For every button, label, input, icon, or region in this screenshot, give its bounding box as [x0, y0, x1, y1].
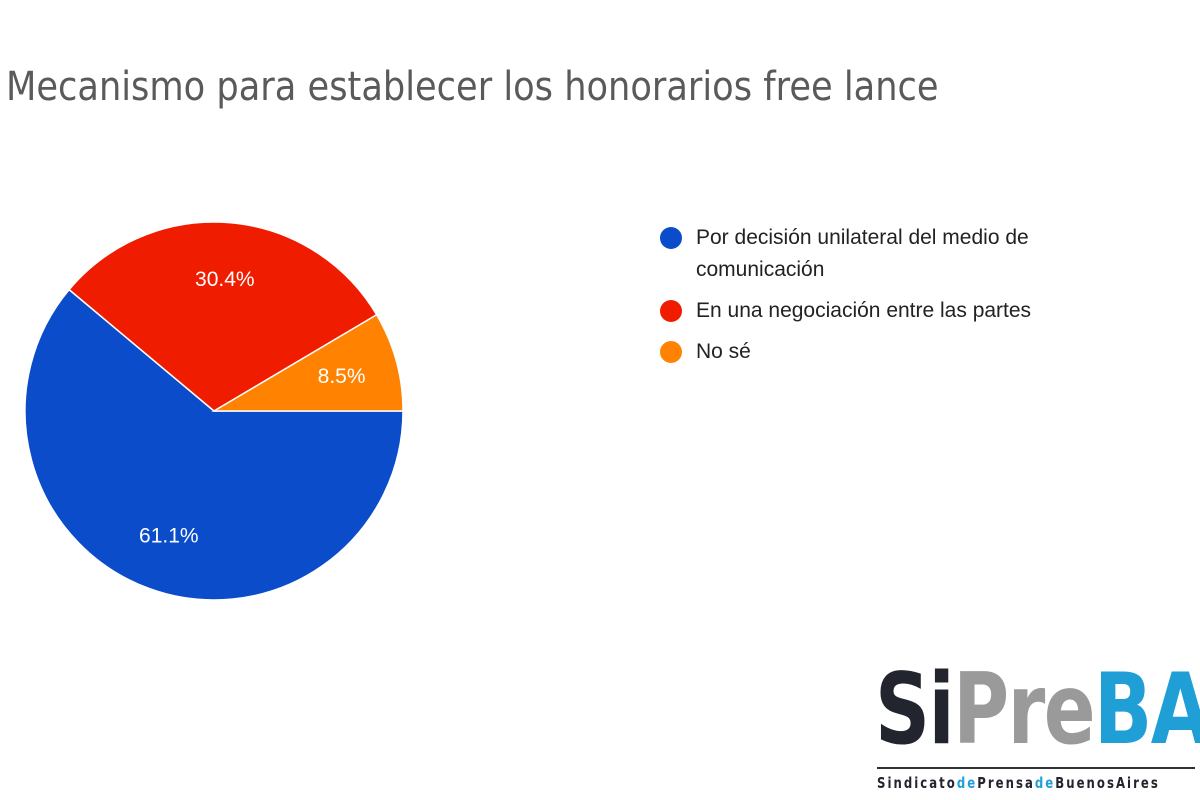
- logo-subtitle-part: BuenosAires: [1055, 774, 1160, 792]
- logo-subtitle-part: de: [956, 774, 978, 792]
- pie-slice-unilateral[interactable]: [24, 288, 404, 601]
- logo-subtitle-part: de: [1034, 774, 1056, 792]
- logo-subtitle: SindicatodePrensadeBuenosAires: [877, 774, 1160, 792]
- logo-divider: [877, 767, 1195, 769]
- logo-subtitle-part: Sindicato: [877, 774, 957, 792]
- pie-chart-svg: 61.1% 30.4% 8.5%: [24, 221, 404, 601]
- logo-ba: BA: [1094, 653, 1200, 767]
- legend-dot-icon: [660, 227, 682, 249]
- pie-slice-negociacion[interactable]: [68, 221, 378, 412]
- legend-item-no-se[interactable]: No sé: [660, 336, 1180, 368]
- legend-label: No sé: [696, 340, 751, 363]
- logo-wordmark: Si Pre BA: [875, 660, 1200, 760]
- legend-label: Por decisión unilateral del medio de comu…: [696, 226, 1029, 281]
- logo-pre: Pre: [953, 653, 1095, 767]
- chart-legend: Por decisión unilateral del medio de comu…: [660, 222, 1180, 377]
- legend-item-unilateral[interactable]: Por decisión unilateral del medio de comu…: [660, 222, 1180, 286]
- legend-label: En una negociación entre las partes: [696, 299, 1032, 322]
- pie-chart: 61.1% 30.4% 8.5%: [0, 0, 440, 640]
- logo-si: Si: [875, 653, 955, 767]
- legend-item-negociacion[interactable]: En una negociación entre las partes: [660, 295, 1180, 327]
- pie-slice-label: 8.5%: [318, 365, 366, 388]
- chart-title: Mecanismo para establecer los honorarios…: [6, 64, 939, 110]
- pie-slice-label: 61.1%: [139, 524, 199, 547]
- sipreba-logo: Si Pre BA SindicatodePrensadeBuenosAires: [875, 660, 1200, 792]
- legend-dot-icon: [660, 300, 682, 322]
- pie-slice-no-se[interactable]: [211, 313, 404, 412]
- logo-subtitle-part: Prensa: [977, 774, 1035, 792]
- legend-dot-icon: [660, 341, 682, 363]
- pie-slice-label: 30.4%: [195, 268, 255, 291]
